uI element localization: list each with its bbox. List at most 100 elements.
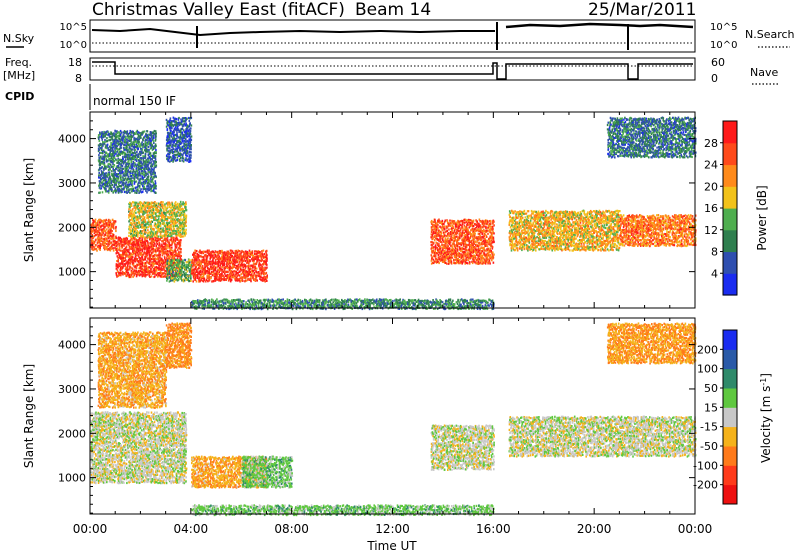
data-cell <box>237 259 239 261</box>
data-cell <box>186 136 188 138</box>
data-cell <box>207 250 209 252</box>
data-cell <box>142 185 144 187</box>
data-cell <box>185 206 187 208</box>
data-cell <box>167 239 169 241</box>
data-cell <box>179 244 181 246</box>
data-cell <box>132 152 134 154</box>
data-cell <box>253 264 255 266</box>
data-cell <box>234 264 236 266</box>
data-cell <box>105 172 107 174</box>
data-cell <box>175 259 177 261</box>
data-cell <box>144 130 146 132</box>
data-cell <box>176 137 178 139</box>
data-cell <box>127 142 129 144</box>
data-cell <box>195 277 197 279</box>
data-cell <box>141 202 143 204</box>
data-cell <box>106 243 108 245</box>
data-cell <box>126 192 128 194</box>
data-cell <box>204 278 206 280</box>
data-cell <box>189 120 191 122</box>
data-cell <box>209 261 211 263</box>
data-cell <box>126 249 128 251</box>
data-cell <box>150 223 152 225</box>
data-cell <box>160 225 162 227</box>
data-cell <box>144 135 146 137</box>
data-cell <box>155 272 157 274</box>
data-cell <box>150 217 152 219</box>
data-cell <box>116 237 118 239</box>
data-cell <box>148 180 150 182</box>
data-cell <box>166 280 168 282</box>
data-cell <box>107 144 109 146</box>
data-cell <box>145 231 147 233</box>
data-cell <box>95 239 97 241</box>
data-cell <box>167 231 169 233</box>
data-cell <box>199 305 201 307</box>
data-cell <box>148 175 150 177</box>
data-cell <box>173 260 175 262</box>
data-cell <box>190 127 192 129</box>
data-cell <box>149 276 151 278</box>
data-cell <box>171 127 173 129</box>
data-cell <box>178 268 180 270</box>
data-cell <box>114 154 116 156</box>
data-cell <box>135 204 137 206</box>
data-cell <box>111 170 113 172</box>
cpid-label: CPID <box>5 90 34 103</box>
data-cell <box>132 220 134 222</box>
data-cell <box>161 212 163 214</box>
data-cell <box>113 249 115 251</box>
data-cell <box>178 278 180 280</box>
data-cell <box>191 124 193 126</box>
data-cell <box>132 188 134 190</box>
data-cell <box>136 202 138 204</box>
data-cell <box>161 220 163 222</box>
data-cell <box>178 147 180 149</box>
data-cell <box>129 252 131 254</box>
data-cell <box>125 136 127 138</box>
data-cell <box>130 212 132 214</box>
data-cell <box>224 251 226 253</box>
data-cell <box>182 267 184 269</box>
freq-unit-label: [MHz] <box>3 69 35 82</box>
data-cell <box>110 153 112 155</box>
data-cell <box>155 155 157 157</box>
data-cell <box>104 139 106 141</box>
data-cell <box>99 237 101 239</box>
data-cell <box>105 152 107 154</box>
data-cell <box>203 251 205 253</box>
data-cell <box>145 208 147 210</box>
data-cell <box>136 167 138 169</box>
data-cell <box>182 259 184 261</box>
data-cell <box>266 250 268 252</box>
data-cell <box>196 259 198 261</box>
data-cell <box>99 185 101 187</box>
data-cell <box>153 137 155 139</box>
data-cell <box>167 120 169 122</box>
data-cell <box>107 147 109 149</box>
beam-label: Beam 14 <box>355 0 431 20</box>
data-cell <box>189 261 191 263</box>
data-cell <box>121 182 123 184</box>
data-cell <box>169 147 171 149</box>
data-cell <box>263 250 265 252</box>
data-cell <box>239 250 241 252</box>
data-cell <box>135 260 137 262</box>
data-cell <box>190 280 192 282</box>
data-cell <box>186 118 188 120</box>
data-cell <box>97 242 99 244</box>
data-cell <box>139 215 141 217</box>
data-cell <box>140 274 142 276</box>
data-cell <box>120 175 122 177</box>
data-cell <box>152 221 154 223</box>
data-cell <box>256 268 258 270</box>
data-cell <box>162 206 164 208</box>
data-cell <box>172 215 174 217</box>
data-cell <box>101 234 103 236</box>
data-cell <box>175 250 177 252</box>
data-cell <box>252 250 254 252</box>
data-cell <box>99 168 101 170</box>
data-cell <box>164 206 166 208</box>
data-cell <box>100 245 102 247</box>
data-cell <box>138 143 140 145</box>
